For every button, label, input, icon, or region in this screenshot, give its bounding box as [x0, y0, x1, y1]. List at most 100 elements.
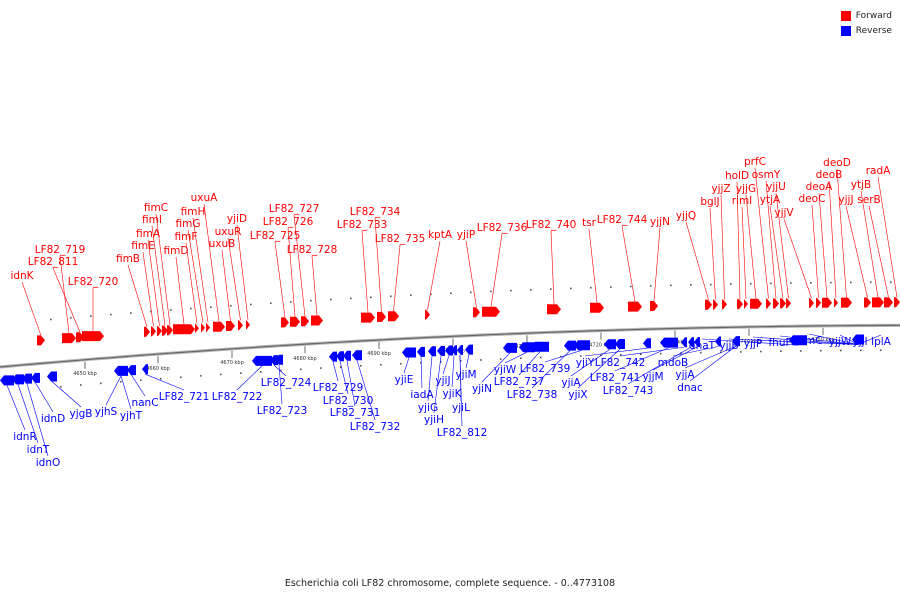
forward-track-tick [330, 298, 332, 301]
forward-gene-label: yjjU [766, 181, 786, 193]
reverse-gene-label-leader [857, 334, 861, 345]
reverse-gene-arrow [329, 351, 337, 362]
reverse-gene-label: yjjW [829, 336, 852, 348]
forward-gene-arrow [822, 297, 832, 308]
forward-gene-label: deoD [823, 157, 851, 169]
forward-gene-label-leader [221, 249, 231, 321]
forward-gene-arrow [744, 299, 748, 309]
reverse-gene-arrow [715, 336, 721, 347]
reverse-gene-label: LF82_812 [437, 427, 488, 439]
forward-gene-label-leader [142, 251, 154, 327]
reverse-gene-label-leader [584, 347, 648, 357]
forward-gene-arrow [786, 298, 791, 309]
reverse-gene-label: yjiN [472, 383, 492, 395]
reverse-gene-label-leader [236, 365, 263, 391]
reverse-gene-arrow [0, 375, 14, 386]
reverse-track-tick [120, 380, 122, 383]
tick-label: 4670 kbp [220, 360, 244, 366]
forward-gene-label: LF82_811 [28, 256, 79, 268]
reverse-gene-arrow [519, 342, 535, 353]
reverse-gene-label-leader [356, 360, 376, 421]
reverse-gene-arrow [531, 341, 549, 352]
reverse-gene-label-leader [544, 349, 583, 363]
reverse-gene-label: rsmC [795, 335, 822, 347]
forward-gene-label-leader [754, 167, 769, 299]
forward-track-tick [770, 282, 772, 285]
forward-track-tick [650, 285, 652, 287]
reverse-gene-arrow [31, 372, 40, 383]
forward-gene-label: fimE [131, 240, 154, 252]
reverse-gene-label-leader [701, 338, 799, 346]
reverse-gene-label: yjiY [576, 357, 595, 369]
forward-gene-label: uxuB [209, 238, 236, 250]
reverse-gene-label: yjiW [494, 364, 517, 376]
forward-gene-label-leader [709, 207, 716, 300]
forward-gene-label-leader [52, 267, 81, 333]
forward-gene-label: LF82_725 [250, 230, 301, 242]
reverse-gene-arrow [402, 347, 416, 358]
reverse-gene-label: yjiL [452, 402, 470, 414]
chromosome-backbone-core [0, 324, 900, 368]
reverse-gene-arrow [457, 345, 463, 355]
forward-gene-label-leader [203, 203, 220, 322]
forward-track-tick [710, 283, 712, 286]
forward-gene-label: yjjV [774, 207, 794, 219]
reverse-gene-label: idnR [13, 431, 37, 443]
forward-track-tick [830, 281, 832, 284]
reverse-gene-label-leader [442, 355, 450, 375]
reverse-gene-label-leader [614, 347, 670, 372]
forward-gene-label-leader [769, 205, 784, 299]
forward-gene-label: prfC [744, 156, 766, 168]
legend: Forward Reverse [840, 8, 892, 38]
reverse-gene-label-leader [420, 356, 423, 389]
tick-label: 4690 kbp [367, 351, 391, 357]
forward-gene-arrow [650, 301, 658, 311]
reverse-track-tick [180, 376, 182, 379]
forward-track-tick [490, 290, 492, 293]
reverse-gene-label: yjiE [395, 374, 414, 386]
forward-track-tick [190, 307, 192, 310]
forward-track-tick [630, 285, 632, 288]
reverse-gene-label: yjjI [852, 336, 867, 348]
reverse-gene-arrow [437, 345, 445, 356]
forward-gene-arrow [311, 315, 323, 326]
reverse-gene-label-leader [531, 350, 571, 389]
forward-gene-arrow [780, 298, 786, 309]
forward-gene-label-leader [236, 224, 249, 320]
forward-gene-arrow [246, 319, 250, 330]
forward-gene-label-leader [374, 217, 382, 312]
reverse-gene-label-leader [504, 351, 528, 364]
forward-gene-arrow [206, 322, 210, 333]
reverse-gene-arrow [688, 337, 694, 348]
forward-gene-label-leader [860, 190, 879, 298]
forward-gene-arrow [301, 316, 309, 327]
reverse-gene-label: lplA [871, 336, 891, 348]
forward-gene-arrow [864, 297, 871, 308]
reverse-track-tick [800, 350, 802, 352]
forward-gene-label-leader [490, 233, 503, 307]
forward-gene-label: LF82_733 [337, 219, 388, 231]
forward-track-tick [210, 306, 212, 308]
forward-gene-label-leader [127, 264, 148, 327]
reverse-track-tick [640, 353, 642, 356]
forward-gene-label: idnK [10, 270, 34, 282]
reverse-gene-label-leader [131, 374, 146, 397]
forward-gene-label: LF82_736 [477, 222, 528, 234]
reverse-track-tick [380, 363, 382, 366]
reverse-track-tick [480, 359, 482, 361]
forward-gene-label-leader [147, 239, 160, 327]
reverse-track-tick [760, 350, 762, 353]
reverse-gene-label: yjjM [642, 371, 663, 383]
reverse-gene-label-leader [273, 364, 287, 377]
reverse-gene-label: yjjB [719, 340, 738, 352]
reverse-gene-label-leader [17, 384, 39, 444]
forward-gene-label-leader [155, 213, 171, 326]
forward-gene-label: kptA [428, 229, 453, 241]
forward-track-tick [510, 289, 512, 292]
forward-gene-arrow [195, 323, 199, 334]
reverse-track-tick [460, 360, 462, 362]
forward-gene-arrow [157, 326, 162, 336]
forward-track-tick [750, 282, 752, 285]
reverse-gene-label-leader [339, 361, 349, 395]
